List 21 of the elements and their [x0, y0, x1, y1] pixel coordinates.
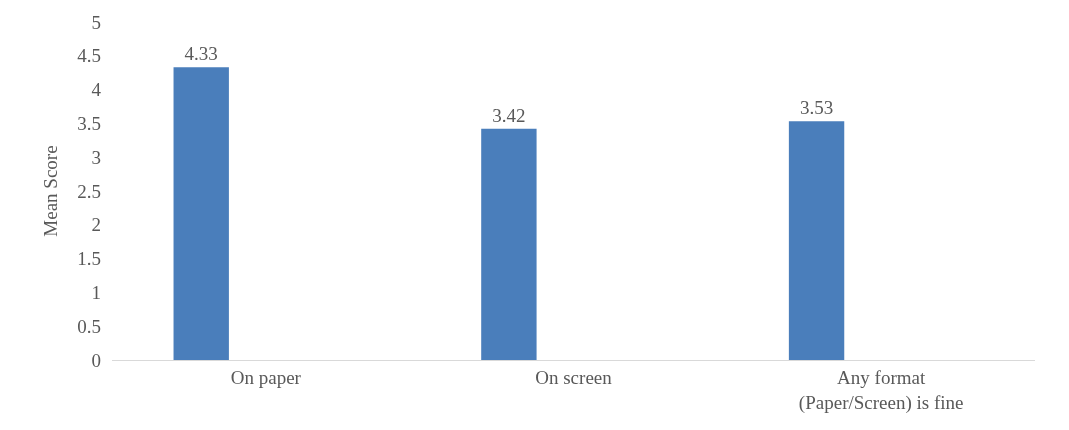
y-tick-label: 1 [91, 282, 101, 304]
data-label: 3.53 [799, 97, 834, 119]
y-tick-label: 1.5 [77, 248, 101, 270]
x-tick-label: On screen [535, 366, 613, 388]
y-tick-label: 4 [91, 79, 102, 101]
bar [788, 121, 845, 360]
y-tick-label: 0.5 [77, 315, 101, 337]
y-tick-label: 2 [91, 214, 101, 236]
y-tick-label: 5 [91, 11, 101, 33]
data-label: 3.42 [492, 104, 526, 126]
x-tick-label: On paper [230, 366, 302, 388]
y-tick-label: 4.5 [77, 45, 101, 67]
y-tick-label: 2.5 [77, 180, 101, 202]
y-axis-title: Mean Score [40, 145, 62, 237]
y-tick-label: 3 [91, 146, 101, 168]
y-tick-label: 0 [91, 349, 101, 371]
bar [481, 128, 537, 360]
bar [173, 67, 229, 360]
y-tick-label: 3.5 [77, 113, 101, 135]
x-tick-label: Any format (Paper/Screen) is fine [798, 366, 964, 414]
data-label: 4.33 [184, 43, 218, 65]
